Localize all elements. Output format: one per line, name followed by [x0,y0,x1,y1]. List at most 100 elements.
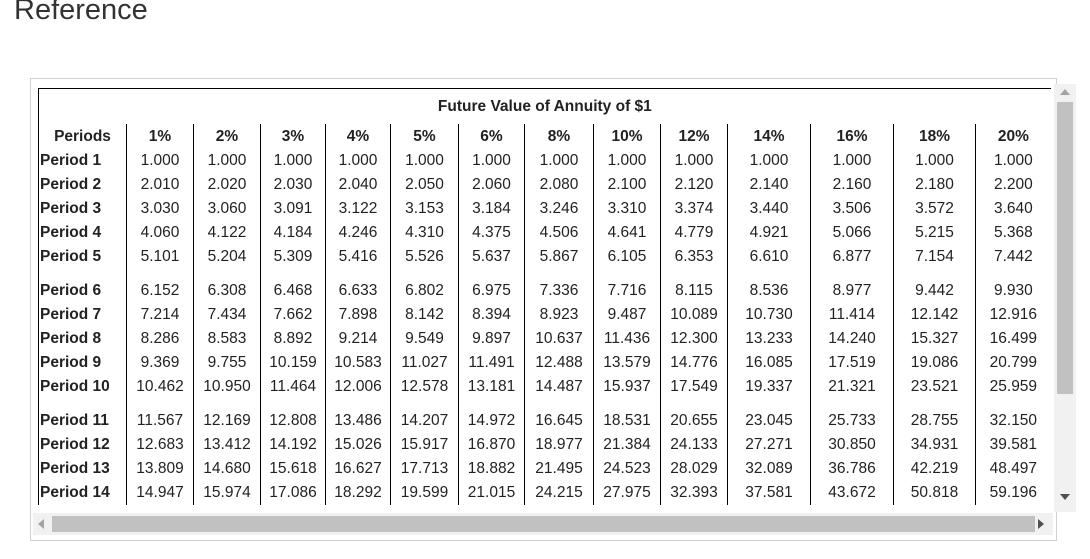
column-header: 14% [727,124,811,149]
column-header: 4% [325,124,391,149]
cell: 36.786 [810,457,894,481]
group-spacer [39,399,1051,409]
scroll-right-arrow[interactable] [1038,519,1044,529]
cell: 24.523 [593,457,661,481]
cell: 2.080 [524,173,594,197]
spacer-cell [974,269,1051,279]
column-header: 10% [593,124,661,149]
column-header: 12% [660,124,728,149]
cell: 5.309 [260,245,326,269]
cell: 15.327 [893,327,976,351]
spacer-cell [193,399,261,409]
column-header: 2% [193,124,261,149]
table-row: Period 1 1.000 1.000 1.000 1.000 1.000 1.000 1.… [39,149,1051,173]
cell: 50.818 [893,481,976,505]
row-label: Period 7 [40,306,102,323]
cell: 3.640 [974,197,1051,221]
horizontal-scroll-thumb[interactable] [52,516,1035,532]
cell: 1.000 [193,149,261,173]
cell: 34.931 [893,433,976,457]
scroll-up-arrow[interactable] [1060,89,1070,95]
cell: 28.755 [893,409,976,433]
cell: 17.713 [390,457,459,481]
spacer-cell [660,399,728,409]
cell: 9.549 [390,327,459,351]
cell: 59.196 [974,481,1051,505]
cell: 6.152 [126,279,194,303]
column-header: 18% [893,124,976,149]
cell: 3.506 [810,197,894,221]
table-row: Period 2 2.010 2.020 2.030 2.040 2.050 2.060 2.… [39,173,1051,197]
cell: 16.499 [974,327,1051,351]
table-row: Period 11 11.567 12.169 12.808 13.486 14.207 1… [39,409,1051,433]
spacer-cell [458,269,525,279]
cell: 18.292 [325,481,391,505]
cell: 25.733 [810,409,894,433]
cell: 21.495 [524,457,594,481]
spacer-cell [893,269,976,279]
cell: 15.974 [193,481,261,505]
column-header: 16% [810,124,894,149]
cell: 17.549 [660,375,728,399]
cell: 13.486 [325,409,391,433]
cell: 24.133 [660,433,728,457]
table-row: Period 12 12.683 13.412 14.192 15.026 15.917 1… [39,433,1051,457]
cell: 37.581 [727,481,811,505]
cell: 5.368 [974,221,1051,245]
cell: 1.000 [893,149,976,173]
cell: 9.897 [458,327,525,351]
cell: 12.142 [893,303,976,327]
cell: 21.015 [458,481,525,505]
cell: 23.521 [893,375,976,399]
row-label: Period 4 [40,224,102,241]
cell: 4.506 [524,221,594,245]
cell: 6.802 [390,279,459,303]
cell: 12.169 [193,409,261,433]
row-label: Period 8 [40,330,102,347]
group-spacer [39,269,1051,279]
cell: 14.680 [193,457,261,481]
cell: 4.060 [126,221,194,245]
cell: 4.122 [193,221,261,245]
row-label: Period 11 [40,412,109,429]
cell: 11.414 [810,303,894,327]
column-header: 20% [974,124,1051,149]
cell: 20.655 [660,409,728,433]
row-label: Period 14 [40,484,110,501]
cell: 27.271 [727,433,811,457]
cell: 1.000 [974,149,1051,173]
cell: 5.215 [893,221,976,245]
cell: 6.610 [727,245,811,269]
cell: 13.233 [727,327,811,351]
cell: 8.286 [126,327,194,351]
cell: 10.089 [660,303,728,327]
table-row: Period 9 9.369 9.755 10.159 10.583 11.027 11.4… [39,351,1051,375]
cell: 7.434 [193,303,261,327]
scroll-down-arrow[interactable] [1060,494,1070,500]
scroll-left-arrow[interactable] [38,519,44,529]
spacer-cell [193,269,261,279]
table-row: Period 3 3.030 3.060 3.091 3.122 3.153 3.184 3.… [39,197,1051,221]
cell: 3.030 [126,197,194,221]
cell: 10.950 [193,375,261,399]
cell: 12.578 [390,375,459,399]
cell: 2.040 [325,173,391,197]
spacer-cell [893,399,976,409]
column-header: Periods [54,127,111,145]
cell: 17.086 [260,481,326,505]
cell: 4.184 [260,221,326,245]
cell: 13.412 [193,433,261,457]
cell: 9.369 [126,351,194,375]
cell: 8.583 [193,327,261,351]
cell: 10.730 [727,303,811,327]
vertical-scroll-thumb[interactable] [1057,102,1073,394]
row-label: Period 12 [40,436,110,453]
cell: 7.336 [524,279,594,303]
spacer-cell [390,399,459,409]
cell: 13.181 [458,375,525,399]
cell: 12.006 [325,375,391,399]
cell: 42.219 [893,457,976,481]
cell: 24.215 [524,481,594,505]
cell: 4.641 [593,221,661,245]
cell: 6.468 [260,279,326,303]
